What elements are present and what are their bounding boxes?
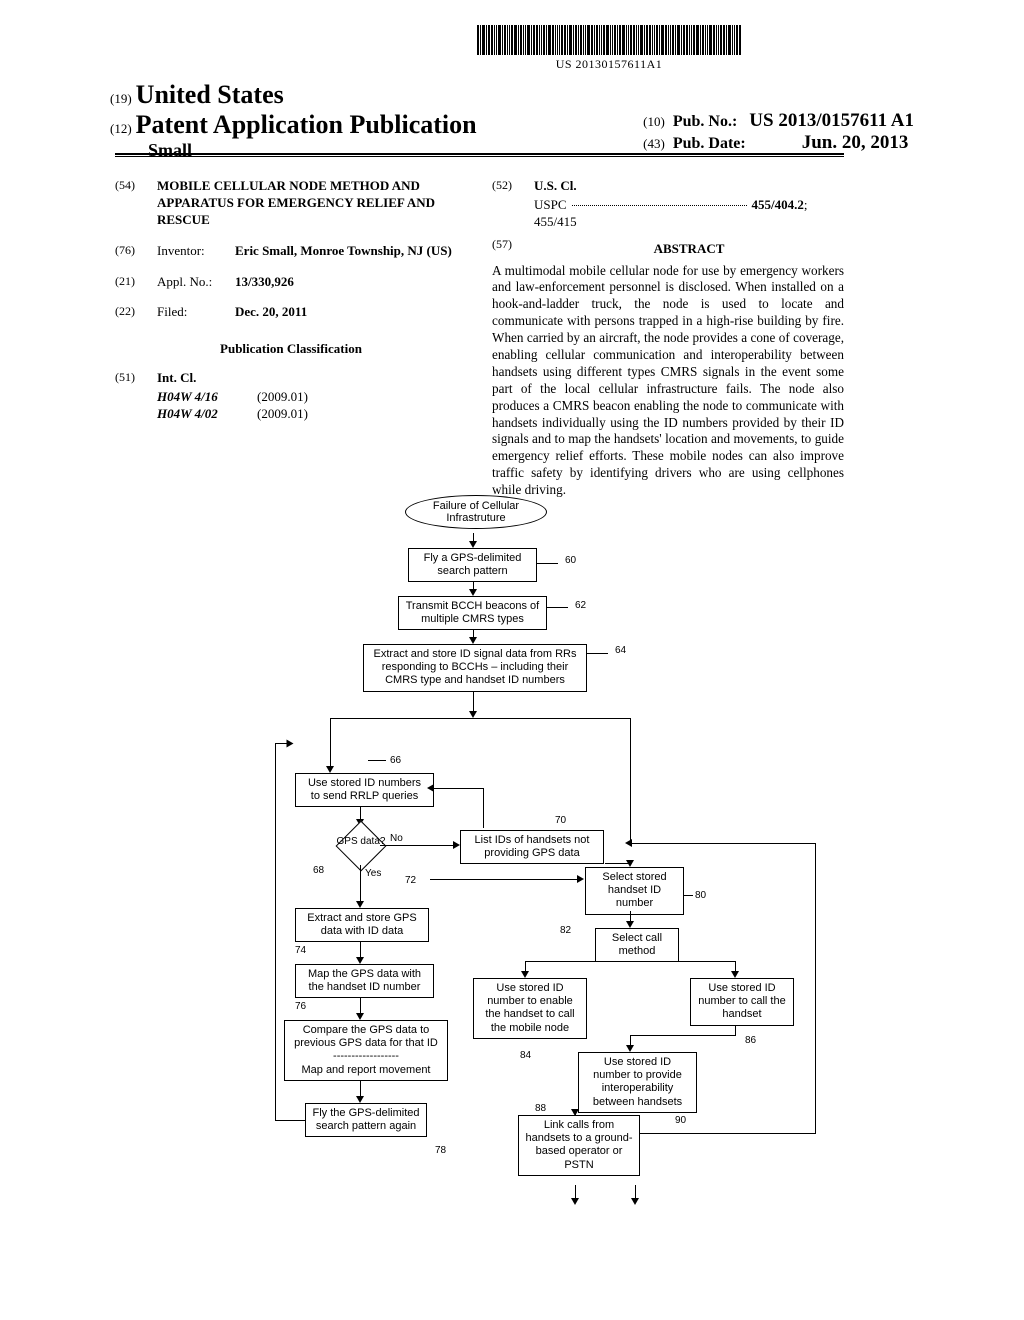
dotfill — [572, 205, 747, 206]
applno-label: Appl. No.: — [157, 274, 235, 291]
barcode-stripes — [389, 25, 829, 55]
flow-num-68: 68 — [313, 865, 324, 876]
pub-date-value: Jun. 20, 2013 — [802, 132, 909, 153]
flow-num-62: 62 — [575, 600, 586, 611]
filed-label: Filed: — [157, 304, 235, 321]
barcode-block: US 20130157611A1 — [389, 25, 829, 72]
flow-num-74: 74 — [295, 945, 306, 956]
flow-num-72: 72 — [405, 875, 416, 886]
applno-num: (21) — [115, 274, 157, 291]
flow-box-84: Use stored ID number to enable the hands… — [473, 978, 587, 1039]
inventor-label: Inventor: — [157, 243, 235, 260]
prefix-12: (12) — [110, 121, 132, 136]
flow-num-82: 82 — [560, 925, 571, 936]
flow-box-88: Use stored ID number to provide interope… — [578, 1052, 697, 1113]
inventor-num: (76) — [115, 243, 157, 260]
flow-box-90: Link calls from handsets to a ground-bas… — [518, 1115, 640, 1176]
intcl-year-1: (2009.01) — [257, 406, 308, 423]
flow-yes-label: Yes — [365, 868, 381, 879]
flow-diamond-label: GPS data? — [336, 836, 386, 847]
header-rule-thick — [115, 153, 844, 155]
flow-num-76: 76 — [295, 1001, 306, 1012]
flow-box-78: Fly the GPS-delimited search pattern aga… — [305, 1103, 427, 1137]
abstract-num: (57) — [492, 237, 534, 263]
flow-start: Failure of Cellular Infrastruture — [405, 495, 547, 529]
publication-type: Patent Application Publication — [136, 110, 477, 139]
biblio-columns: (54) MOBILE CELLULAR NODE METHOD AND APP… — [115, 178, 844, 499]
prefix-10: (10) — [643, 114, 665, 129]
flow-box-70: List IDs of handsets not providing GPS d… — [460, 830, 604, 864]
filed-num: (22) — [115, 304, 157, 321]
abstract-label: ABSTRACT — [534, 241, 844, 258]
inventor-name: Eric Small, Monroe Township, NJ (US) — [235, 243, 452, 258]
pub-date-label: Pub. Date: — [673, 135, 746, 152]
uscl-num: (52) — [492, 178, 534, 195]
flow-num-88: 88 — [535, 1103, 546, 1114]
flow-box-80: Select stored handset ID number — [585, 867, 684, 915]
author-name: Small — [148, 140, 477, 161]
flow-box-60: Fly a GPS-delimited search pattern — [408, 548, 537, 582]
title-num: (54) — [115, 178, 157, 229]
abstract-text: A multimodal mobile cellular node for us… — [492, 263, 844, 499]
flow-box-64: Extract and store ID signal data from RR… — [363, 644, 587, 692]
flow-num-60: 60 — [565, 555, 576, 566]
flowchart: Failure of Cellular Infrastruture Fly a … — [275, 495, 855, 1265]
pub-no-value: US 2013/0157611 A1 — [749, 110, 914, 131]
uspc-bold: 455/404.2 — [752, 197, 804, 212]
flow-num-84: 84 — [520, 1050, 531, 1061]
barcode-text: US 20130157611A1 — [389, 57, 829, 72]
flow-num-90: 90 — [675, 1115, 686, 1126]
invention-title: MOBILE CELLULAR NODE METHOD AND APPARATU… — [157, 178, 467, 229]
intcl-year-0: (2009.01) — [257, 389, 308, 406]
flow-num-86: 86 — [745, 1035, 756, 1046]
intcl-code-1: H04W 4/02 — [157, 406, 257, 423]
flow-box-82: Select call method — [595, 928, 679, 962]
intcl-label: Int. Cl. — [157, 370, 196, 385]
prefix-43: (43) — [643, 136, 665, 151]
left-column: (54) MOBILE CELLULAR NODE METHOD AND APP… — [115, 178, 467, 499]
flow-box-86: Use stored ID number to call the handset — [690, 978, 794, 1026]
uscl-label: U.S. Cl. — [534, 178, 577, 193]
uspc-label: USPC — [534, 197, 567, 212]
document-header: (19) United States (12) Patent Applicati… — [110, 80, 914, 161]
flow-box-74: Map the GPS data with the handset ID num… — [295, 964, 434, 998]
country-title: United States — [136, 80, 284, 109]
prefix-19: (19) — [110, 91, 132, 106]
header-rule-thin — [115, 156, 844, 157]
filed-value: Dec. 20, 2011 — [235, 304, 307, 319]
flow-num-78: 78 — [435, 1145, 446, 1156]
flow-box-66: Use stored ID numbers to send RRLP queri… — [295, 773, 434, 807]
applno-value: 13/330,926 — [235, 274, 294, 289]
flow-num-66: 66 — [390, 755, 401, 766]
flow-num-80: 80 — [695, 890, 706, 901]
pub-classification-header: Publication Classification — [115, 341, 467, 358]
flow-no-label: No — [390, 833, 403, 844]
flow-num-70: 70 — [555, 815, 566, 826]
intcl-num: (51) — [115, 370, 157, 387]
pub-no-label: Pub. No.: — [673, 113, 737, 130]
flow-box-72: Extract and store GPS data with ID data — [295, 908, 429, 942]
intcl-code-0: H04W 4/16 — [157, 389, 257, 406]
flow-box-62: Transmit BCCH beacons of multiple CMRS t… — [398, 596, 547, 630]
right-column: (52) U.S. Cl. USPC455/404.2; 455/415 (57… — [492, 178, 844, 499]
flow-num-64: 64 — [615, 645, 626, 656]
flow-box-76: Compare the GPS data to previous GPS dat… — [284, 1020, 448, 1081]
